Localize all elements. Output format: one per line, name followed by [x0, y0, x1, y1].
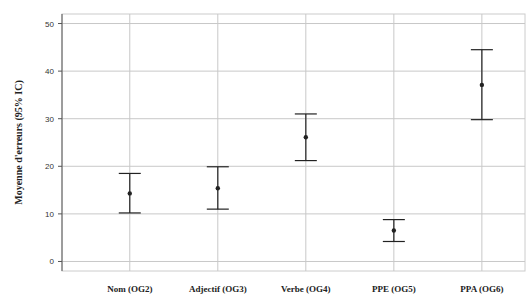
- tick-mark: [58, 213, 62, 214]
- error-cap-low: [471, 119, 493, 120]
- error-cap-high: [207, 166, 229, 167]
- plot-frame: [62, 14, 525, 271]
- grid-line-x: [217, 14, 218, 271]
- error-cap-low: [383, 241, 405, 242]
- tick-mark: [58, 261, 62, 262]
- tick-mark: [58, 71, 62, 72]
- category-label: Nom (OG2): [107, 284, 152, 294]
- tick-mark: [58, 166, 62, 167]
- mean-point: [304, 135, 308, 139]
- chart: 0 10 20 30 40 50 Nom (OG2) Adjectif (OG3) Verbe …: [0, 0, 531, 298]
- error-cap-low: [207, 209, 229, 210]
- error-cap-high: [119, 173, 141, 174]
- grid-line: [62, 261, 525, 262]
- error-cap-high: [471, 49, 493, 50]
- grid-line: [62, 71, 525, 72]
- error-cap-high: [383, 219, 405, 220]
- tick-mark: [58, 118, 62, 119]
- category-label: PPA (OG6): [460, 284, 503, 294]
- grid-line-x: [129, 14, 130, 271]
- category-label: Adjectif (OG3): [189, 284, 247, 294]
- error-cap-high: [295, 113, 317, 114]
- grid-line: [62, 118, 525, 119]
- category-label: PPE (OG5): [372, 284, 416, 294]
- tick-label: 40: [45, 67, 54, 76]
- tick-label: 50: [45, 20, 54, 29]
- grid-line-x: [305, 14, 306, 271]
- tick-label: 20: [45, 162, 54, 171]
- grid-line-x: [481, 14, 482, 271]
- mean-point: [216, 186, 220, 190]
- error-cap-low: [119, 212, 141, 213]
- y-axis-label: Moyenne d'erreurs (95% IC): [13, 80, 25, 205]
- grid-line: [62, 23, 525, 24]
- tick-label: 0: [50, 257, 55, 266]
- mean-point: [128, 191, 132, 195]
- tick-mark: [58, 23, 62, 24]
- y-axis: [62, 14, 63, 271]
- tick-label: 30: [45, 115, 54, 124]
- error-cap-low: [295, 160, 317, 161]
- grid-line: [62, 213, 525, 214]
- mean-point: [392, 228, 396, 232]
- marks: [119, 50, 493, 242]
- category-label: Verbe (OG4): [281, 284, 330, 294]
- tick-label: 10: [45, 210, 54, 219]
- grid-line: [62, 166, 525, 167]
- mean-point: [480, 83, 484, 87]
